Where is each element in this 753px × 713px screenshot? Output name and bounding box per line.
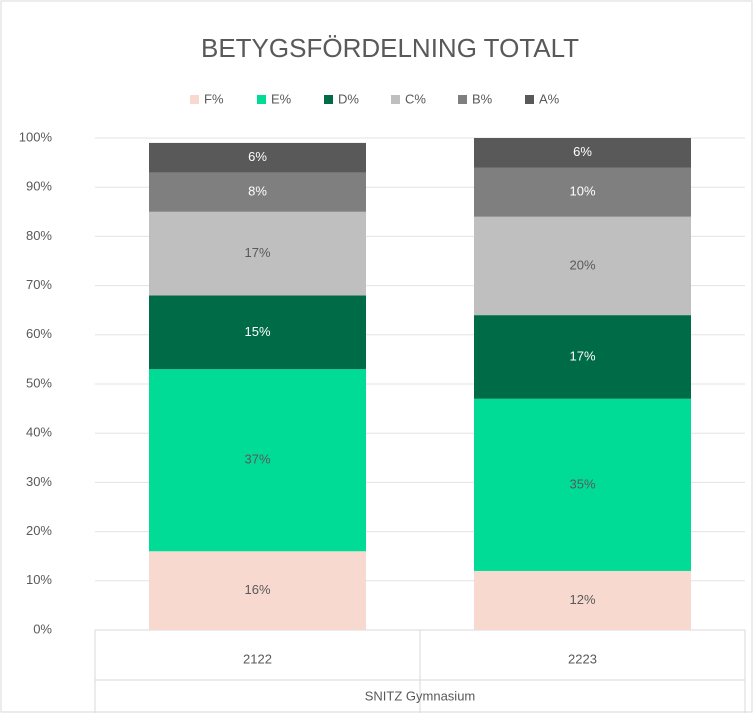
bar-segment xyxy=(474,398,691,571)
data-label: 20% xyxy=(569,257,595,272)
y-tick-label: 60% xyxy=(26,326,52,341)
data-label: 15% xyxy=(244,324,270,339)
legend-label: C% xyxy=(405,91,426,106)
chart-title: BETYGSFÖRDELNING TOTALT xyxy=(201,33,579,63)
bar-segment xyxy=(474,138,691,168)
data-label: 6% xyxy=(573,144,592,159)
legend-swatch xyxy=(391,95,400,104)
data-label: 8% xyxy=(248,184,267,199)
legend-swatch xyxy=(458,95,467,104)
data-label: 17% xyxy=(244,245,270,260)
data-label: 17% xyxy=(569,348,595,363)
legend-swatch xyxy=(324,95,333,104)
y-tick-label: 10% xyxy=(26,572,52,587)
bar-segment xyxy=(149,142,366,173)
bar-segment xyxy=(474,216,691,316)
legend-label: B% xyxy=(472,91,493,106)
y-tick-label: 20% xyxy=(26,523,52,538)
y-tick-label: 90% xyxy=(26,179,52,194)
data-label: 6% xyxy=(248,149,267,164)
y-tick-label: 50% xyxy=(26,375,52,390)
legend-label: A% xyxy=(539,91,560,106)
bar-segment xyxy=(474,570,691,630)
legend-label: F% xyxy=(204,91,224,106)
y-tick-label: 100% xyxy=(19,129,53,144)
data-label: 37% xyxy=(244,452,270,467)
bar-segment xyxy=(149,172,366,212)
y-tick-label: 0% xyxy=(33,621,52,636)
x-tick-label: 2223 xyxy=(568,651,597,666)
y-tick-label: 80% xyxy=(26,228,52,243)
y-tick-label: 40% xyxy=(26,425,52,440)
bar-segment xyxy=(149,211,366,296)
legend-swatch xyxy=(190,95,199,104)
y-tick-label: 70% xyxy=(26,277,52,292)
bar-segment xyxy=(474,315,691,399)
group-label: SNITZ Gymnasium xyxy=(365,688,476,703)
bar-segment xyxy=(149,551,366,630)
data-label: 12% xyxy=(569,592,595,607)
x-tick-label: 2122 xyxy=(243,651,272,666)
legend-label: D% xyxy=(338,91,359,106)
y-tick-label: 30% xyxy=(26,474,52,489)
data-label: 35% xyxy=(569,476,595,491)
bar-segment xyxy=(474,167,691,217)
legend-swatch xyxy=(257,95,266,104)
bar-segment xyxy=(149,295,366,370)
bar-segment xyxy=(149,369,366,552)
data-label: 16% xyxy=(244,582,270,597)
legend-label: E% xyxy=(271,91,292,106)
legend-swatch xyxy=(525,95,534,104)
data-label: 10% xyxy=(569,184,595,199)
